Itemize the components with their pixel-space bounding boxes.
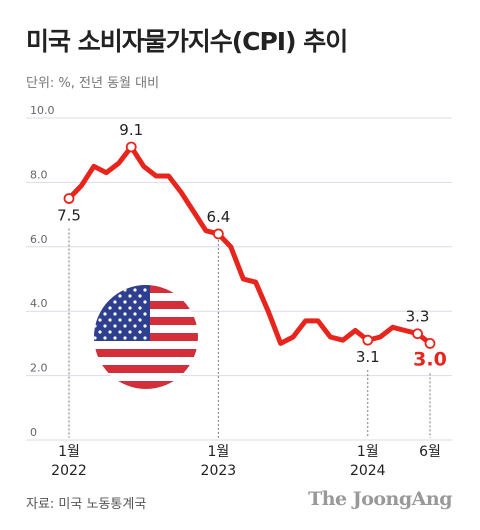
x-tick-month: 1월	[207, 444, 229, 460]
data-point	[125, 141, 137, 153]
y-tick-label: 10.0	[30, 104, 55, 117]
x-tick-month: 6월	[419, 444, 441, 460]
chart-title: 미국 소비자물가지수(CPI) 추이	[26, 27, 348, 56]
x-tick-year: 2023	[201, 463, 237, 479]
unit-label: 단위: %, 전년 동월 대비	[26, 76, 160, 91]
data-label: 7.5	[57, 207, 81, 225]
data-label: 3.0	[413, 348, 447, 370]
data-point	[424, 337, 436, 349]
grid-lines	[26, 117, 452, 441]
data-points	[63, 141, 436, 349]
source-note: 자료: 미국 노동통계국	[26, 497, 147, 512]
x-tick-month: 1월	[58, 444, 80, 460]
brand-logo: The JoongAng	[308, 488, 452, 510]
data-label: 3.3	[406, 308, 430, 326]
y-tick-labels: 0 2.0 4.0 6.0 8.0 10.0	[30, 104, 55, 439]
y-tick-label: 2.0	[30, 362, 48, 375]
data-label: 3.1	[356, 348, 380, 366]
data-point	[412, 328, 423, 340]
data-label: 9.1	[119, 121, 143, 139]
guide-lines	[68, 228, 431, 438]
y-tick-label: 4.0	[30, 297, 48, 310]
data-point	[63, 193, 75, 204]
us-flag-icon	[94, 285, 198, 389]
x-tick-labels: 1월 2022 1월 2023 1월 2024 6월	[51, 444, 441, 479]
data-label: 6.4	[206, 208, 230, 226]
x-tick-year: 2022	[51, 463, 87, 479]
data-point	[362, 334, 374, 346]
y-tick-label: 0	[30, 426, 37, 439]
x-tick-month: 1월	[357, 444, 379, 460]
data-labels: 7.5 9.1 6.4 3.1 3.3 3.0	[57, 121, 447, 370]
y-tick-label: 8.0	[30, 168, 48, 181]
data-point	[212, 228, 224, 240]
y-tick-label: 6.0	[30, 233, 48, 246]
x-tick-year: 2024	[350, 463, 386, 479]
